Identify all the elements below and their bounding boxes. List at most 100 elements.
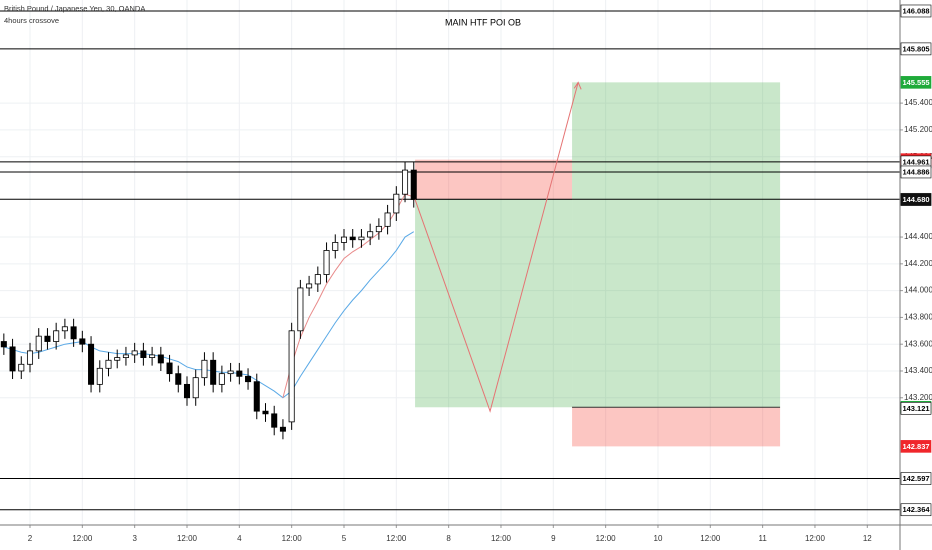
projection-path (414, 82, 579, 413)
candle-body (297, 287, 304, 332)
price-label-box (900, 472, 932, 485)
x-tick-label: 12 (863, 534, 872, 543)
candle-body (384, 212, 391, 227)
candle-body (340, 236, 348, 243)
candle-body (53, 330, 60, 342)
price-label: 143.121 (902, 404, 929, 413)
candle-body (96, 367, 103, 385)
candle-body (245, 375, 252, 383)
candle-body (61, 326, 68, 332)
y-tick-label: 144.000 (904, 286, 932, 295)
candle-body (410, 169, 417, 200)
candle-body (175, 373, 182, 385)
y-tick-label: 143.400 (904, 366, 932, 375)
candle-body (149, 354, 156, 358)
price-label-box (900, 165, 932, 179)
x-tick-label: 12:00 (177, 534, 198, 543)
candle-body (393, 193, 400, 214)
y-tick-label: 143.800 (904, 313, 932, 322)
x-tick-label: 12:00 (805, 534, 826, 543)
candle-body (349, 236, 356, 241)
x-tick-label: 12:00 (596, 534, 617, 543)
candle-body (0, 341, 7, 348)
candle-body (183, 383, 191, 399)
candle-body (253, 381, 260, 412)
price-label: 145.555 (902, 78, 929, 87)
candle-body (70, 326, 77, 340)
candle-body (288, 330, 295, 423)
candle-body (35, 335, 42, 352)
price-label: 144.680 (902, 195, 929, 204)
x-tick-label: 2 (28, 534, 33, 543)
y-tick-label: 143.200 (904, 393, 932, 402)
candle-body (358, 236, 365, 241)
price-label-box (900, 4, 932, 18)
candle-body (105, 359, 112, 369)
candle-body (122, 354, 129, 358)
price-label: 144.886 (902, 167, 929, 176)
candle-body (210, 359, 217, 385)
candle-body (375, 225, 382, 233)
candle-body (367, 231, 374, 238)
stop-zone (415, 159, 573, 200)
x-tick-label: 3 (132, 534, 137, 543)
candle-body (218, 373, 225, 385)
candle-body (88, 343, 95, 385)
candle-body (236, 370, 243, 377)
target-zone (572, 82, 781, 408)
y-tick-label: 145.400 (904, 98, 932, 107)
candle-body (114, 357, 121, 361)
x-tick-label: 9 (551, 534, 556, 543)
candle-body (306, 283, 313, 289)
x-tick-label: 5 (342, 534, 347, 543)
candle-body (26, 350, 34, 365)
candle-body (201, 359, 208, 379)
indicator-label: 4hours crossove (4, 16, 59, 25)
x-tick-label: 4 (237, 534, 242, 543)
price-label: 145.805 (902, 44, 929, 53)
x-tick-label: 12:00 (491, 534, 512, 543)
price-label: 142.364 (902, 505, 930, 514)
candle-body (140, 350, 147, 358)
candle-body (131, 350, 138, 356)
candle-body (323, 250, 330, 275)
y-tick-label: 144.400 (904, 232, 932, 241)
target-zone (415, 199, 573, 408)
y-tick-label: 145.200 (904, 125, 932, 134)
price-label-box (900, 193, 932, 206)
price-label: 142.837 (902, 442, 929, 451)
candle-body (262, 410, 269, 415)
indicator-line (282, 193, 414, 398)
price-label-box (900, 42, 932, 56)
price-label-box (900, 402, 932, 415)
projection-arrowhead (573, 81, 582, 90)
x-tick-label: 11 (758, 534, 767, 543)
x-tick-label: 12:00 (72, 534, 93, 543)
price-label: 144.961 (902, 157, 929, 166)
candle-body (314, 274, 321, 285)
candle-body (79, 338, 86, 345)
x-tick-label: 12:00 (386, 534, 407, 543)
candle-body (227, 370, 234, 375)
candle-body (279, 426, 286, 432)
candle-body (192, 377, 199, 399)
candle-body (166, 362, 173, 375)
candle-body (157, 354, 164, 364)
price-label: 146.088 (902, 6, 929, 15)
x-tick-label: 12:00 (700, 534, 721, 543)
y-tick-label: 144.200 (904, 259, 932, 268)
candle-body (332, 242, 339, 251)
x-tick-label: 8 (446, 534, 451, 543)
price-label-box (900, 503, 932, 517)
x-tick-label: 12:00 (282, 534, 303, 543)
price-label-box (900, 440, 932, 453)
candle-body (271, 413, 278, 428)
stop-zone (572, 407, 781, 447)
y-tick-label: 143.600 (904, 339, 932, 348)
candle-body (9, 346, 16, 372)
x-tick-label: 10 (654, 534, 663, 543)
price-label-box (900, 76, 932, 89)
